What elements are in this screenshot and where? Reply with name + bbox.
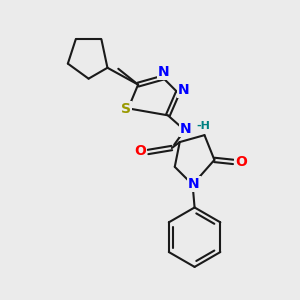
Text: -H: -H bbox=[196, 121, 210, 131]
Text: N: N bbox=[180, 122, 191, 136]
Text: N: N bbox=[178, 82, 190, 97]
Text: S: S bbox=[121, 102, 131, 116]
Text: O: O bbox=[235, 155, 247, 169]
Text: O: O bbox=[134, 144, 146, 158]
Text: N: N bbox=[188, 177, 200, 191]
Text: N: N bbox=[158, 65, 170, 79]
